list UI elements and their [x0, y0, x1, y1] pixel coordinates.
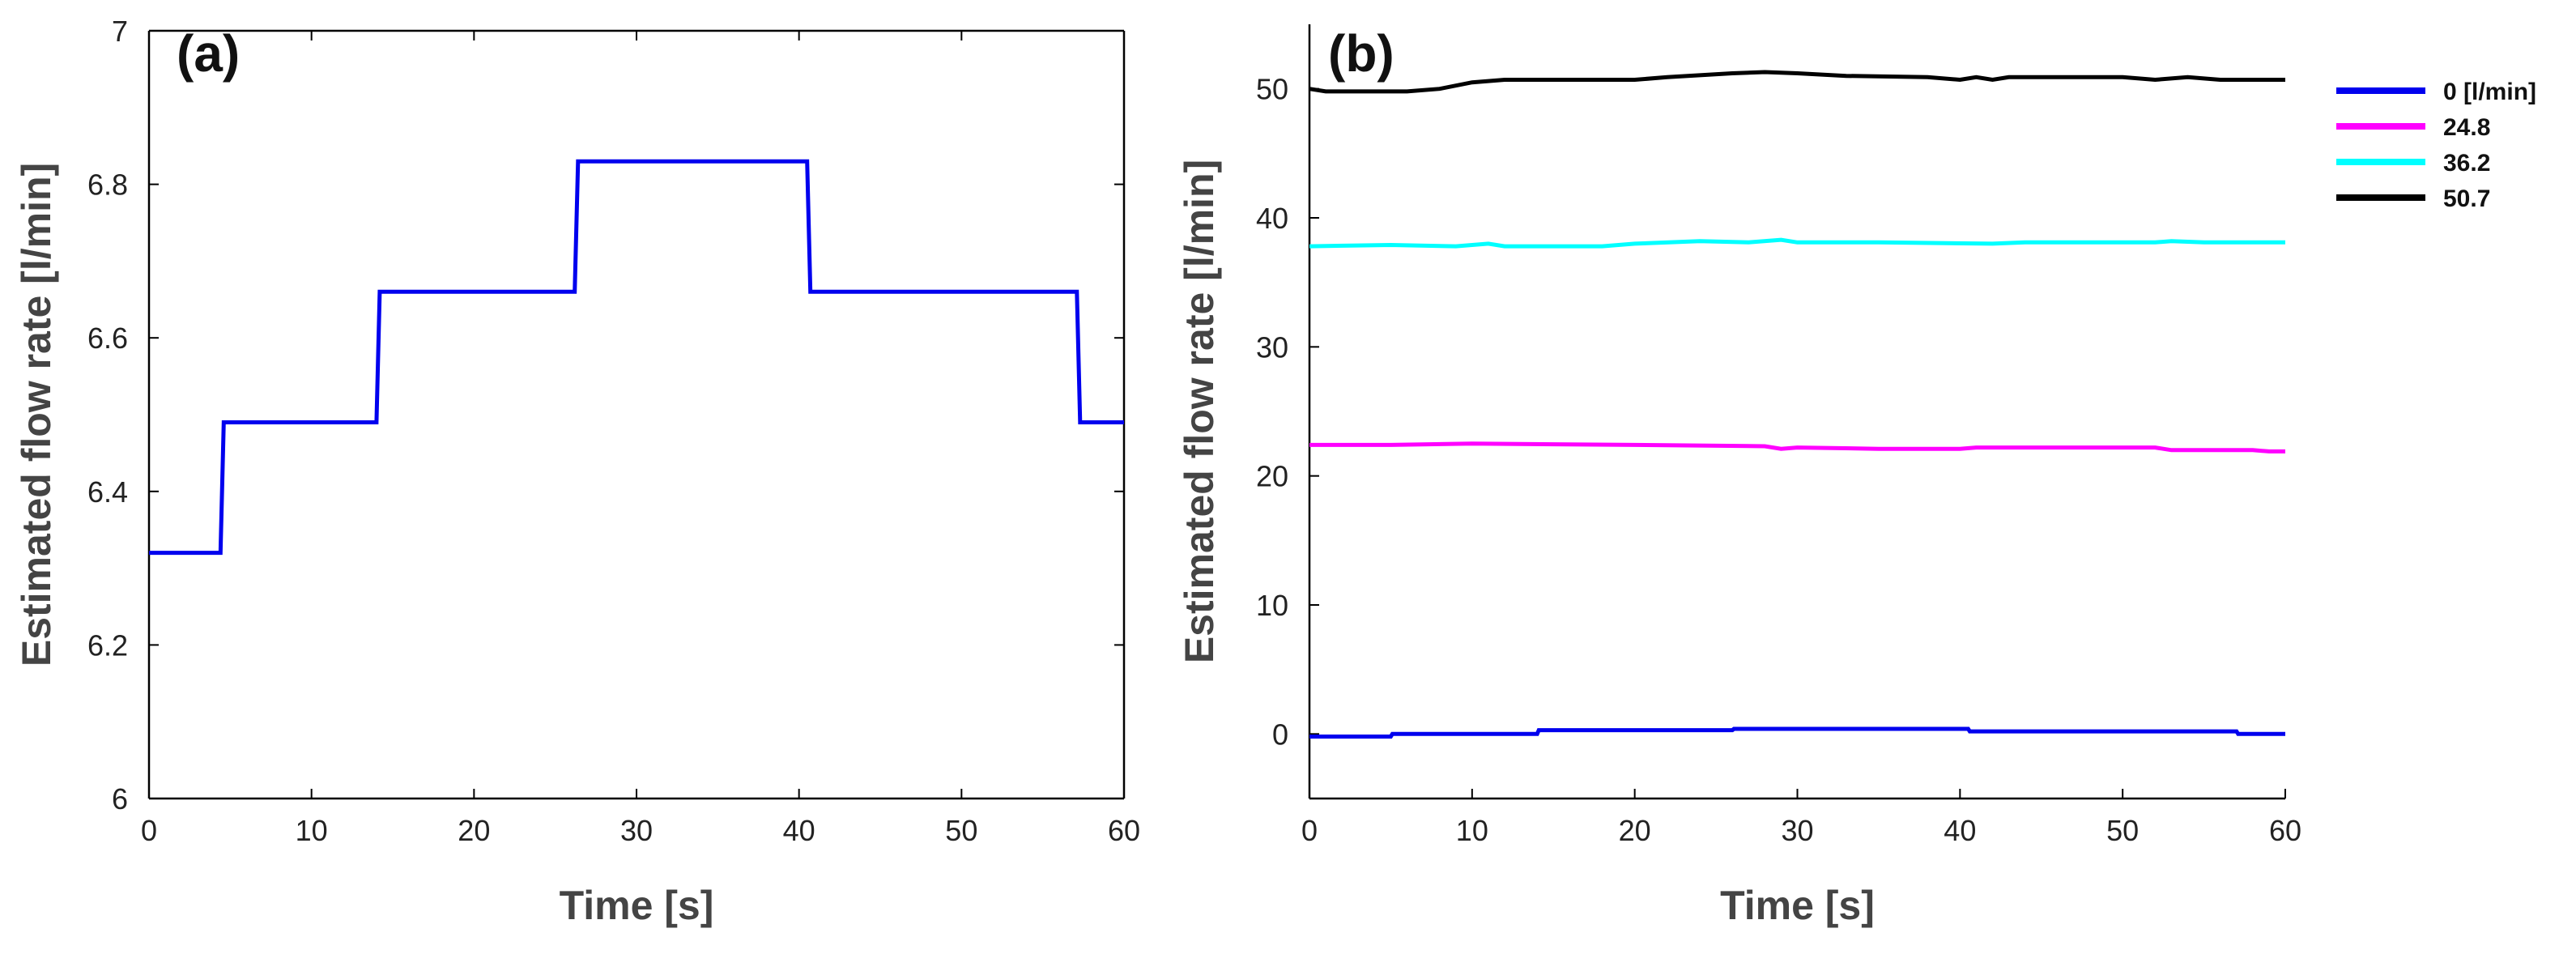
panel-a-y-tick-label: 6.6 [87, 322, 128, 355]
panel-a-y-tick-label: 6.2 [87, 628, 128, 662]
panel-b-legend-label-2: 36.2 [2443, 150, 2490, 177]
panel-b-legend-label-1: 24.8 [2443, 114, 2490, 141]
panel-b-y-tick-label: 50 [1256, 73, 1288, 106]
panel-b-x-axis-label: Time [s] [1720, 883, 1875, 928]
panel-b-y-tick-label: 20 [1256, 460, 1288, 493]
panel-b-series-line-3 [1309, 70, 2285, 94]
panel-a-x-tick-label: 50 [945, 814, 977, 847]
panel-b-label: (b) [1328, 24, 1394, 83]
panel-b-y-tick-label: 40 [1256, 202, 1288, 235]
panel-b-x-tick-label: 40 [1944, 814, 1976, 847]
panel-a-series-line-0 [149, 159, 1124, 556]
panel-a-x-axis-label: Time [s] [560, 883, 714, 928]
panel-a-y-axis-label: Estimated flow rate [l/min] [14, 163, 59, 667]
panel-b-x-tick-label: 30 [1781, 814, 1813, 847]
panel-b-x-tick-label: 10 [1456, 814, 1488, 847]
panel-b-series-line-0 [1309, 726, 2285, 739]
panel-b-y-tick-label: 10 [1256, 589, 1288, 622]
panel-b-legend-label-3: 50.7 [2443, 185, 2490, 212]
panel-b-y-axis-label: Estimated flow rate [l/min] [1177, 160, 1222, 663]
panel-a-label: (a) [177, 24, 240, 83]
panel-b-y-tick-label: 30 [1256, 330, 1288, 364]
panel-a-x-tick-label: 30 [620, 814, 653, 847]
panel-b-series-line-2 [1309, 237, 2285, 249]
panel-a-y-tick-label: 6 [112, 782, 128, 816]
panel-a-x-tick-label: 60 [1108, 814, 1140, 847]
panel-a-y-tick-label: 6.8 [87, 168, 128, 202]
panel-b-x-tick-label: 50 [2106, 814, 2139, 847]
panel-b-series-line-1 [1309, 441, 2285, 454]
panel-a-y-tick-label: 6.4 [87, 475, 128, 509]
panel-a-x-tick-label: 0 [141, 814, 157, 847]
panel-b-legend-label-0: 0 [l/min] [2443, 79, 2536, 105]
panel-a-x-tick-label: 10 [296, 814, 328, 847]
panel-b-x-tick-label: 60 [2269, 814, 2301, 847]
panel-b-y-tick-label: 0 [1272, 718, 1288, 751]
panel-b-x-tick-label: 20 [1619, 814, 1651, 847]
panel-a-x-tick-label: 40 [783, 814, 815, 847]
panel-a-x-tick-label: 20 [458, 814, 490, 847]
panel-b-x-tick-label: 0 [1301, 814, 1318, 847]
panel-a-y-tick-label: 7 [112, 15, 128, 48]
